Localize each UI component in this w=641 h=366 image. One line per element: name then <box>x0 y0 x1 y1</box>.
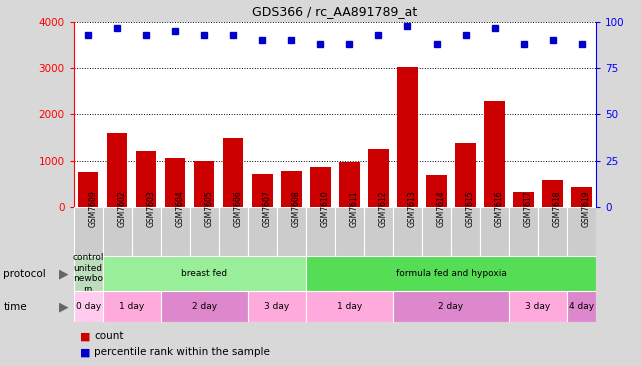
Text: GSM7607: GSM7607 <box>262 190 271 227</box>
Bar <box>161 207 190 256</box>
Bar <box>393 291 509 322</box>
Text: GSM7609: GSM7609 <box>88 190 97 227</box>
Text: GSM7612: GSM7612 <box>378 190 387 227</box>
Bar <box>509 207 538 256</box>
Bar <box>455 143 476 207</box>
Text: ■: ■ <box>80 347 90 357</box>
Text: protocol: protocol <box>3 269 46 279</box>
Bar <box>136 152 156 207</box>
Bar <box>306 256 596 291</box>
Text: GSM7618: GSM7618 <box>553 190 562 227</box>
Bar <box>74 256 103 291</box>
Text: GSM7606: GSM7606 <box>233 190 242 227</box>
Bar <box>339 163 360 207</box>
Bar <box>480 207 509 256</box>
Bar <box>194 161 215 207</box>
Bar <box>451 207 480 256</box>
Bar <box>78 172 98 207</box>
Bar <box>422 207 451 256</box>
Text: GSM7603: GSM7603 <box>146 190 155 227</box>
Text: ▶: ▶ <box>59 267 69 280</box>
Bar <box>190 207 219 256</box>
Bar <box>277 207 306 256</box>
Text: ▶: ▶ <box>59 300 69 313</box>
Text: GSM7614: GSM7614 <box>437 190 445 227</box>
Bar <box>485 101 504 207</box>
Bar <box>364 207 393 256</box>
Text: formula fed and hypoxia: formula fed and hypoxia <box>395 269 506 278</box>
Text: GSM7617: GSM7617 <box>524 190 533 227</box>
Text: GSM7611: GSM7611 <box>349 190 358 227</box>
Text: GSM7610: GSM7610 <box>320 190 329 227</box>
Text: time: time <box>3 302 27 311</box>
Bar <box>103 291 161 322</box>
Bar <box>335 207 364 256</box>
Text: 1 day: 1 day <box>119 302 144 311</box>
Bar <box>567 291 596 322</box>
Text: count: count <box>94 331 124 341</box>
Text: ■: ■ <box>80 331 90 341</box>
Text: 4 day: 4 day <box>569 302 594 311</box>
Text: 3 day: 3 day <box>526 302 551 311</box>
Bar <box>306 207 335 256</box>
Text: GSM7608: GSM7608 <box>292 190 301 227</box>
Bar <box>281 171 301 207</box>
Text: 2 day: 2 day <box>192 302 217 311</box>
Bar <box>161 291 248 322</box>
Text: GSM7613: GSM7613 <box>408 190 417 227</box>
Text: breast fed: breast fed <box>181 269 228 278</box>
Text: 1 day: 1 day <box>337 302 362 311</box>
Bar <box>132 207 161 256</box>
Bar <box>542 180 563 207</box>
Text: 3 day: 3 day <box>264 302 290 311</box>
Text: GSM7616: GSM7616 <box>495 190 504 227</box>
Text: GSM7615: GSM7615 <box>465 190 474 227</box>
Bar <box>223 138 244 207</box>
Bar <box>107 133 128 207</box>
Text: 0 day: 0 day <box>76 302 101 311</box>
Bar <box>509 291 567 322</box>
Text: GSM7619: GSM7619 <box>581 190 590 227</box>
Bar <box>369 149 388 207</box>
Bar <box>572 187 592 207</box>
Bar <box>252 173 272 207</box>
Bar <box>397 67 418 207</box>
Bar <box>567 207 596 256</box>
Bar <box>393 207 422 256</box>
Bar <box>74 291 103 322</box>
Bar <box>219 207 248 256</box>
Text: GSM7604: GSM7604 <box>175 190 185 227</box>
Bar <box>103 256 306 291</box>
Text: GSM7602: GSM7602 <box>117 190 126 227</box>
Bar <box>310 167 331 207</box>
Bar <box>248 291 306 322</box>
Text: control
united
newbo
rn: control united newbo rn <box>72 254 104 294</box>
Bar <box>248 207 277 256</box>
Text: GDS366 / rc_AA891789_at: GDS366 / rc_AA891789_at <box>253 5 417 18</box>
Bar <box>103 207 132 256</box>
Bar <box>538 207 567 256</box>
Bar <box>306 291 393 322</box>
Text: GSM7605: GSM7605 <box>204 190 213 227</box>
Bar <box>165 158 185 207</box>
Text: percentile rank within the sample: percentile rank within the sample <box>94 347 270 357</box>
Bar <box>426 175 447 207</box>
Text: 2 day: 2 day <box>438 302 463 311</box>
Bar <box>513 192 534 207</box>
Bar <box>74 207 103 256</box>
